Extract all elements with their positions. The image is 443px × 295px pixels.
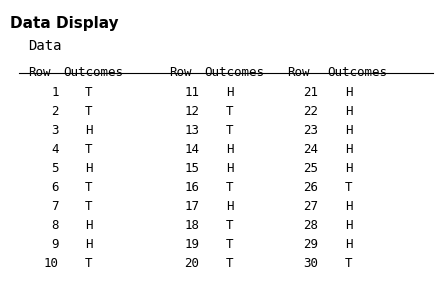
Text: 18: 18 (184, 219, 199, 232)
Text: 9: 9 (51, 238, 58, 251)
Text: T: T (85, 181, 93, 194)
Text: H: H (226, 162, 233, 175)
Text: T: T (85, 86, 93, 99)
Text: T: T (226, 124, 233, 137)
Text: 21: 21 (303, 86, 319, 99)
Text: H: H (345, 219, 352, 232)
Text: T: T (85, 105, 93, 118)
Text: T: T (226, 238, 233, 251)
Text: T: T (345, 257, 352, 270)
Text: H: H (226, 200, 233, 213)
Text: Row: Row (28, 66, 51, 79)
Text: 24: 24 (303, 143, 319, 156)
Text: 22: 22 (303, 105, 319, 118)
Text: H: H (345, 124, 352, 137)
Text: H: H (345, 238, 352, 251)
Text: Outcomes: Outcomes (63, 66, 123, 79)
Text: 8: 8 (51, 219, 58, 232)
Text: Row: Row (288, 66, 310, 79)
Text: H: H (345, 86, 352, 99)
Text: H: H (226, 143, 233, 156)
Text: Outcomes: Outcomes (204, 66, 264, 79)
Text: H: H (345, 200, 352, 213)
Text: 30: 30 (303, 257, 319, 270)
Text: 19: 19 (184, 238, 199, 251)
Text: 4: 4 (51, 143, 58, 156)
Text: H: H (345, 143, 352, 156)
Text: T: T (226, 257, 233, 270)
Text: 13: 13 (184, 124, 199, 137)
Text: 14: 14 (184, 143, 199, 156)
Text: 3: 3 (51, 124, 58, 137)
Text: Outcomes: Outcomes (327, 66, 387, 79)
Text: H: H (345, 162, 352, 175)
Text: 11: 11 (184, 86, 199, 99)
Text: Row: Row (169, 66, 191, 79)
Text: 17: 17 (184, 200, 199, 213)
Text: 1: 1 (51, 86, 58, 99)
Text: 25: 25 (303, 162, 319, 175)
Text: T: T (345, 181, 352, 194)
Text: 28: 28 (303, 219, 319, 232)
Text: T: T (85, 200, 93, 213)
Text: 29: 29 (303, 238, 319, 251)
Text: T: T (226, 219, 233, 232)
Text: H: H (85, 219, 93, 232)
Text: H: H (85, 162, 93, 175)
Text: 7: 7 (51, 200, 58, 213)
Text: 2: 2 (51, 105, 58, 118)
Text: 15: 15 (184, 162, 199, 175)
Text: T: T (226, 105, 233, 118)
Text: T: T (226, 181, 233, 194)
Text: T: T (85, 143, 93, 156)
Text: 5: 5 (51, 162, 58, 175)
Text: 6: 6 (51, 181, 58, 194)
Text: 27: 27 (303, 200, 319, 213)
Text: 23: 23 (303, 124, 319, 137)
Text: Data Display: Data Display (10, 16, 119, 31)
Text: T: T (85, 257, 93, 270)
Text: 26: 26 (303, 181, 319, 194)
Text: 12: 12 (184, 105, 199, 118)
Text: 20: 20 (184, 257, 199, 270)
Text: H: H (85, 124, 93, 137)
Text: H: H (226, 86, 233, 99)
Text: 16: 16 (184, 181, 199, 194)
Text: H: H (85, 238, 93, 251)
Text: Data: Data (28, 39, 61, 53)
Text: 10: 10 (43, 257, 58, 270)
Text: H: H (345, 105, 352, 118)
